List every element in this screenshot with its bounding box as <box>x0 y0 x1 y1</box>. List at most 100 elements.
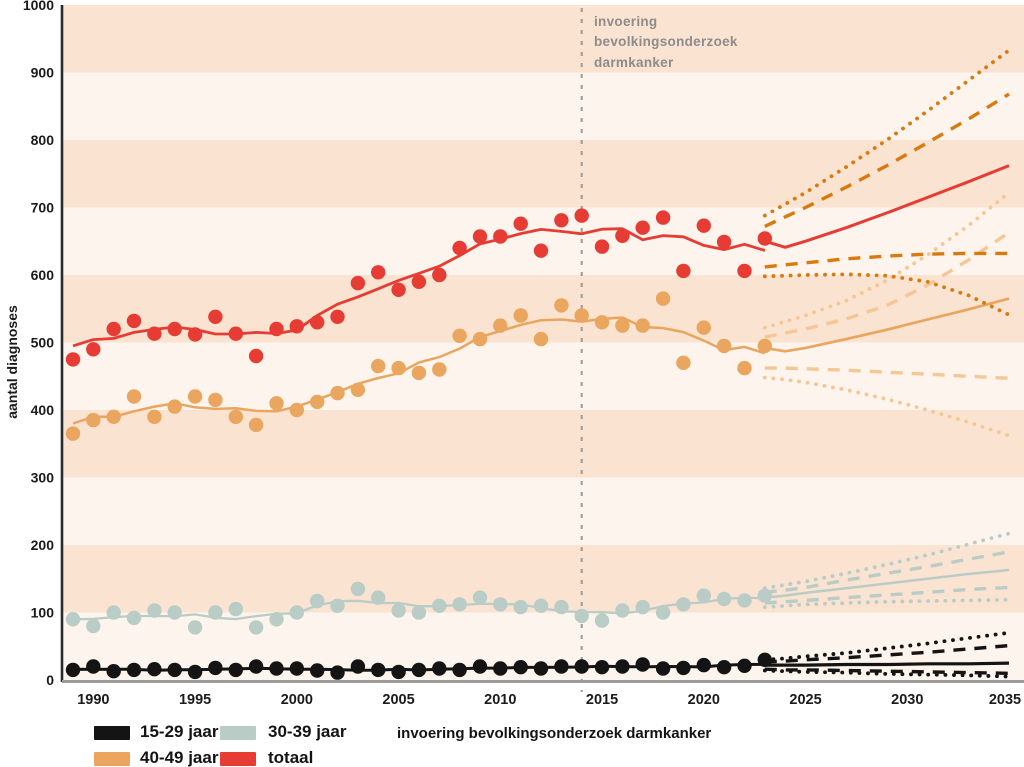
legend-label-15-29: 15-29 jaar <box>140 722 219 741</box>
series-40-49-jaar-dot <box>106 409 121 424</box>
series-totaal-dot <box>513 216 528 231</box>
series-totaal-dot <box>310 315 325 330</box>
series-totaal-dot <box>86 342 101 357</box>
series-30-39-jaar-dot <box>594 613 610 628</box>
series-40-49-jaar-dot <box>737 360 752 376</box>
series-15-29-jaar-lower80-line <box>764 667 1010 675</box>
series-40-49-jaar-dot <box>269 396 284 411</box>
series-40-49-jaar-dot <box>350 382 366 397</box>
series-15-29-jaar-upper80-line <box>764 643 1010 664</box>
series-15-29-jaar-dot <box>635 657 650 672</box>
series-40-49-jaar-dot <box>493 318 508 333</box>
legend-swatch-15-29 <box>94 726 130 740</box>
series-40-49-jaar-dot <box>554 298 569 313</box>
y-tick-label: 900 <box>31 65 55 81</box>
series-30-39-jaar-dot <box>330 598 345 613</box>
grid-band <box>62 275 1024 343</box>
x-tick-label: 2020 <box>688 692 720 708</box>
series-30-39-jaar-dot <box>391 603 406 618</box>
series-totaal-dot <box>472 229 488 244</box>
series-totaal-dot <box>228 326 243 341</box>
series-40-49-jaar-dot <box>635 318 650 333</box>
series-totaal-dot <box>493 229 508 244</box>
vline-annotation-line: bevolkingsonderzoek <box>594 34 738 50</box>
series-totaal-dot <box>391 282 406 297</box>
series-30-39-jaar-dot <box>574 608 589 624</box>
series-15-29-jaar-projection-line <box>764 661 1010 667</box>
legend-swatch-30-39 <box>220 726 256 740</box>
series-15-29-jaar-dot <box>65 662 81 678</box>
series-15-29-jaar-dot <box>554 659 569 674</box>
series-30-39-jaar-dot <box>513 599 528 615</box>
series-totaal-dot <box>594 239 610 254</box>
series-40-49-jaar-dot <box>208 392 223 408</box>
series-40-49-jaar-dot <box>676 355 691 370</box>
y-tick-label: 100 <box>31 605 55 621</box>
series-40-49-jaar-dot <box>289 402 304 418</box>
series-40-49-jaar-dot <box>452 328 467 343</box>
series-15-29-jaar-dot <box>472 659 488 674</box>
series-totaal-projection-line <box>764 164 1010 249</box>
series-30-39-jaar-dot <box>126 610 142 626</box>
series-40-49-jaar-dot <box>371 358 386 374</box>
series-40-49-jaar-dot <box>65 426 81 441</box>
grid-band <box>62 5 1024 73</box>
series-40-49-jaar-dot <box>167 399 182 414</box>
series-15-29-jaar-dot <box>248 659 264 674</box>
x-tick-label: 2030 <box>891 692 923 708</box>
series-15-29-jaar-dot <box>86 659 101 674</box>
series-30-39-jaar-dot <box>167 605 182 620</box>
y-tick-label: 0 <box>46 672 54 688</box>
series-40-49-jaar-dot <box>248 417 264 433</box>
series-40-49-jaar-upper80-line <box>764 231 1010 339</box>
series-30-39-jaar-dot <box>269 612 284 627</box>
series-30-39-jaar-dot <box>554 599 569 615</box>
series-15-29-jaar-dot <box>391 664 406 680</box>
legend-label-30-39: 30-39 jaar <box>268 722 347 741</box>
series-30-39-jaar-projection-line <box>764 568 1010 599</box>
series-totaal-dot <box>411 274 427 289</box>
series-totaal-dot <box>350 275 366 291</box>
series-30-39-jaar-dot <box>310 593 325 609</box>
series-40-49-jaar-projection-line <box>764 297 1010 353</box>
legend-label-totaal: totaal <box>268 748 314 767</box>
series-30-39-jaar-dot <box>86 618 101 634</box>
series-30-39-jaar-dot <box>655 605 671 620</box>
series-totaal-dot <box>533 243 549 258</box>
series-40-49-jaar-lower80-line <box>764 366 1010 380</box>
vline-annotation-line: darmkanker <box>594 54 674 70</box>
series-40-49-jaar-dot <box>228 409 243 424</box>
series-30-39-jaar-dot <box>147 603 162 618</box>
legend-note: invoering bevolkingsonderzoek darmkanker <box>397 725 712 742</box>
series-totaal-upper80-line <box>764 92 1010 228</box>
series-40-49-jaar-dot <box>310 394 325 410</box>
x-tick-label: 2000 <box>281 692 313 708</box>
grid-band <box>62 140 1024 208</box>
y-tick-label: 1000 <box>23 0 54 13</box>
series-15-29-jaar-dot <box>330 665 345 680</box>
series-30-39-jaar-dot <box>696 588 711 603</box>
series-15-29-jaar-dot <box>452 662 467 678</box>
series-15-29-jaar-dot <box>371 662 386 678</box>
series-15-29-jaar-dot <box>676 660 691 676</box>
x-tick-label: 2025 <box>789 692 821 708</box>
series-totaal-dot <box>635 220 650 235</box>
series-totaal-dot <box>106 321 121 337</box>
series-30-39-jaar-dot <box>65 612 81 627</box>
series-40-49-jaar-dot <box>432 362 447 377</box>
y-tick-label: 800 <box>31 132 55 148</box>
series-30-39-jaar-dot <box>472 590 488 605</box>
series-15-29-jaar-dot <box>228 662 243 678</box>
x-tick-label: 2005 <box>382 692 414 708</box>
series-40-49-jaar-dot <box>533 331 549 347</box>
y-tick-label: 700 <box>31 200 55 216</box>
series-40-49-jaar-dot <box>472 331 488 347</box>
series-40-49-jaar-dot <box>696 320 711 335</box>
chart-canvas: 0 100 200 300 400 500 600 700 800 900 1000 1990 1995… <box>23 0 1024 708</box>
series-totaal-dot <box>676 263 691 279</box>
y-tick-label: 500 <box>31 335 55 351</box>
series-15-29-jaar-dot <box>737 658 752 673</box>
series-totaal-upper95-line <box>762 48 1011 218</box>
series-totaal-dot <box>208 309 223 324</box>
